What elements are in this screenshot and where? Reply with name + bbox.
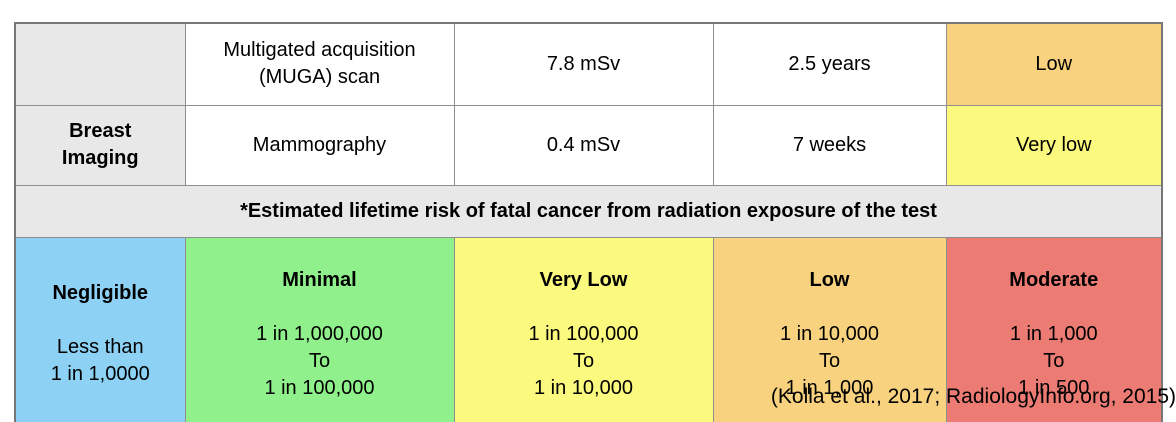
legend-label: Low	[809, 268, 850, 291]
risk-cell-low: Low	[945, 22, 1163, 106]
footnote-row: *Estimated lifetime risk of fatal cancer…	[14, 184, 1163, 238]
legend-range: 1 in 10,000 To 1 in 1,000	[780, 322, 879, 399]
risk-legend-row: Negligible Less than 1 in 1,0000 Minimal…	[14, 236, 1163, 422]
radiation-risk-table: Multigated acquisition (MUGA) scan 7.8 m…	[14, 22, 1163, 422]
table-row-mammography: Breast Imaging Mammography 0.4 mSv 7 wee…	[14, 104, 1163, 186]
table-row-muga: Multigated acquisition (MUGA) scan 7.8 m…	[14, 22, 1163, 106]
legend-range: 1 in 1,000 To 1 in 500	[1009, 322, 1098, 399]
test-cell: Multigated acquisition (MUGA) scan	[184, 22, 455, 106]
dose-cell: 0.4 mSv	[453, 104, 714, 186]
risk-cell-very-low: Very low	[945, 104, 1163, 186]
dose-cell: 7.8 mSv	[453, 22, 714, 106]
legend-cell-very-low: Very Low 1 in 100,000 To 1 in 10,000	[453, 236, 714, 422]
footnote-banner: *Estimated lifetime risk of fatal cancer…	[14, 184, 1163, 238]
legend-cell-minimal: Minimal 1 in 1,000,000 To 1 in 100,000	[184, 236, 455, 422]
category-cell-empty	[14, 22, 186, 106]
legend-cell-negligible: Negligible Less than 1 in 1,0000	[14, 236, 186, 422]
legend-label: Negligible	[52, 282, 149, 304]
legend-label: Minimal	[282, 268, 357, 291]
category-cell-breast-imaging: Breast Imaging	[14, 104, 186, 186]
legend-range: 1 in 1,000,000 To 1 in 100,000	[256, 322, 383, 399]
legend-range: Less than 1 in 1,0000	[50, 336, 150, 385]
legend-label: Moderate	[1009, 268, 1099, 291]
legend-label: Very Low	[539, 268, 628, 291]
citation: (Kolla et al., 2017; RadiologyInfo.org, …	[770, 385, 1176, 408]
legend-cell-moderate: Moderate 1 in 1,000 To 1 in 500	[945, 236, 1163, 422]
legend-range: 1 in 100,000 To 1 in 10,000	[528, 322, 639, 399]
test-cell: Mammography	[184, 104, 455, 186]
legend-cell-low: Low 1 in 10,000 To 1 in 1,000	[712, 236, 947, 422]
background-equivalent-cell: 7 weeks	[712, 104, 947, 186]
background-equivalent-cell: 2.5 years	[712, 22, 947, 106]
